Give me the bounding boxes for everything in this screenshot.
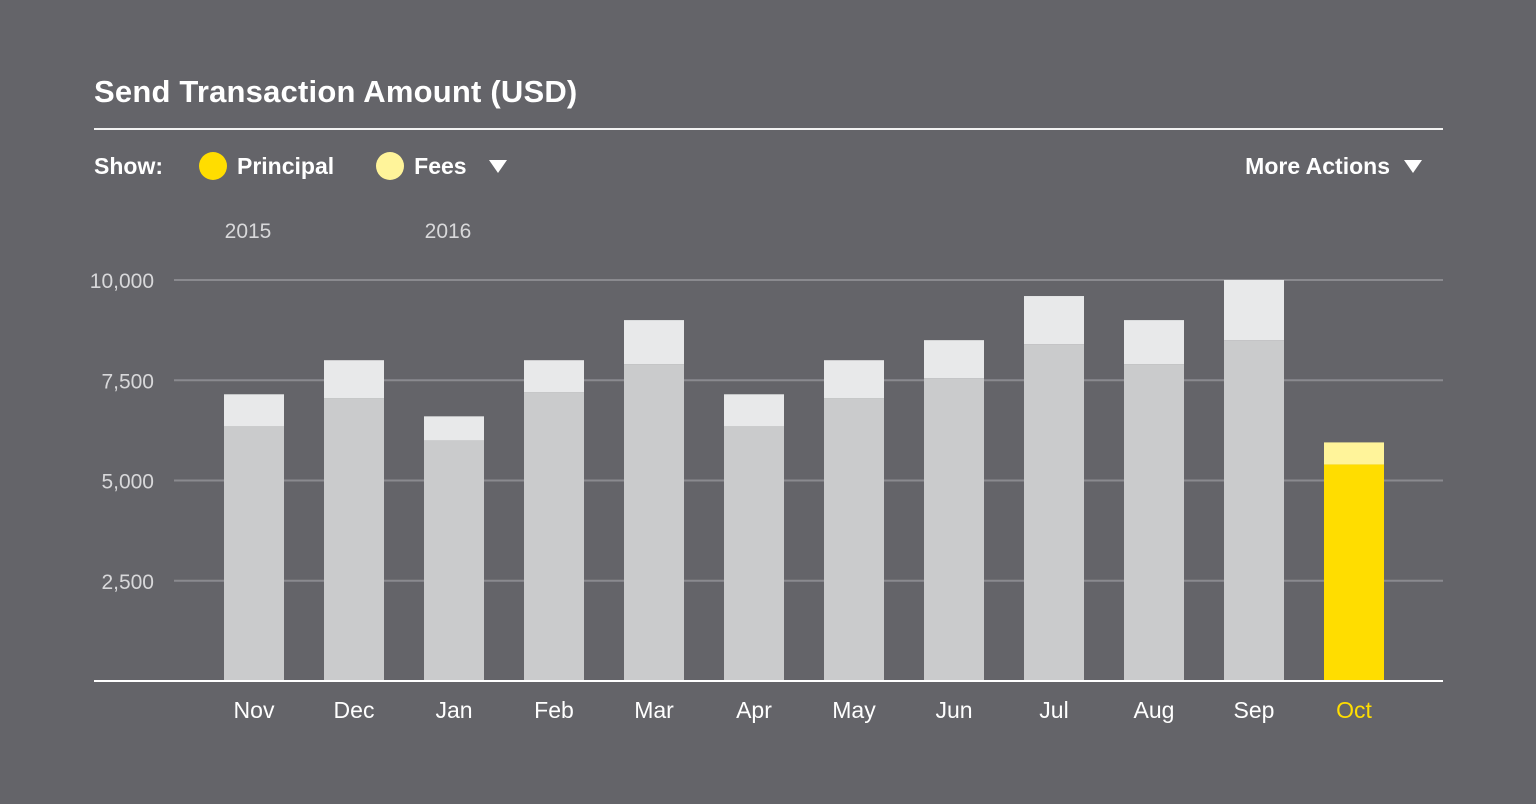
bar-principal-nov	[224, 426, 284, 681]
bar-principal-jan	[424, 440, 484, 681]
x-tick-label: Jun	[935, 697, 972, 723]
x-tick-label: Oct	[1336, 697, 1372, 723]
x-tick-label: Nov	[234, 697, 275, 723]
bar-principal-oct	[1324, 464, 1384, 681]
legend-principal-label: Principal	[237, 152, 335, 179]
chevron-down-icon	[1404, 159, 1422, 173]
show-label: Show:	[94, 152, 163, 179]
more-actions-label: More Actions	[1245, 152, 1390, 179]
bar-fees-jul	[1024, 296, 1084, 345]
y-tick-label: 2,500	[101, 571, 154, 594]
legend-fees-toggle[interactable]: Fees	[376, 152, 467, 180]
bar-fees-oct	[1324, 442, 1384, 465]
bar-fees-feb	[524, 360, 584, 393]
bar-fees-jan	[424, 416, 484, 441]
x-tick-label: Dec	[334, 697, 375, 723]
year-label: 2015	[225, 220, 272, 243]
bar-fees-jun	[924, 340, 984, 379]
bar-principal-mar	[624, 364, 684, 681]
bar-fees-apr	[724, 394, 784, 427]
y-tick-label: 10,000	[90, 270, 154, 293]
bar-principal-sep	[1224, 340, 1284, 681]
bar-fees-nov	[224, 394, 284, 427]
series-dropdown-caret-icon[interactable]	[488, 159, 507, 173]
title-divider	[94, 128, 1443, 130]
legend-principal-toggle[interactable]: Principal	[199, 152, 334, 180]
x-tick-label: Sep	[1234, 697, 1275, 723]
bar-principal-apr	[724, 426, 784, 681]
chart-title: Send Transaction Amount (USD)	[94, 74, 578, 109]
principal-dot-icon	[199, 152, 227, 180]
bar-principal-may	[824, 398, 884, 681]
y-tick-label: 7,500	[101, 370, 154, 393]
bar-fees-aug	[1124, 320, 1184, 365]
fees-dot-icon	[376, 152, 405, 180]
year-label: 2016	[425, 220, 472, 243]
bar-principal-dec	[324, 398, 384, 681]
bar-fees-dec	[324, 360, 384, 399]
series-controls: Show: Principal Fees	[94, 150, 507, 182]
bar-fees-mar	[624, 320, 684, 365]
bar-principal-jun	[924, 378, 984, 681]
x-tick-label: Aug	[1134, 697, 1175, 723]
x-tick-label: Jan	[435, 697, 472, 723]
x-tick-label: Feb	[534, 697, 574, 723]
bar-principal-feb	[524, 392, 584, 681]
x-tick-label: Apr	[736, 697, 772, 723]
x-tick-label: May	[832, 697, 876, 723]
bar-fees-sep	[1224, 280, 1284, 341]
legend-fees-label: Fees	[414, 152, 467, 179]
x-tick-label: Mar	[634, 697, 674, 723]
more-actions-button[interactable]: More Actions	[1245, 150, 1422, 182]
bar-fees-may	[824, 360, 884, 399]
y-tick-label: 5,000	[101, 471, 154, 494]
bar-principal-aug	[1124, 364, 1184, 681]
x-tick-label: Jul	[1039, 697, 1068, 723]
bar-principal-jul	[1024, 344, 1084, 681]
